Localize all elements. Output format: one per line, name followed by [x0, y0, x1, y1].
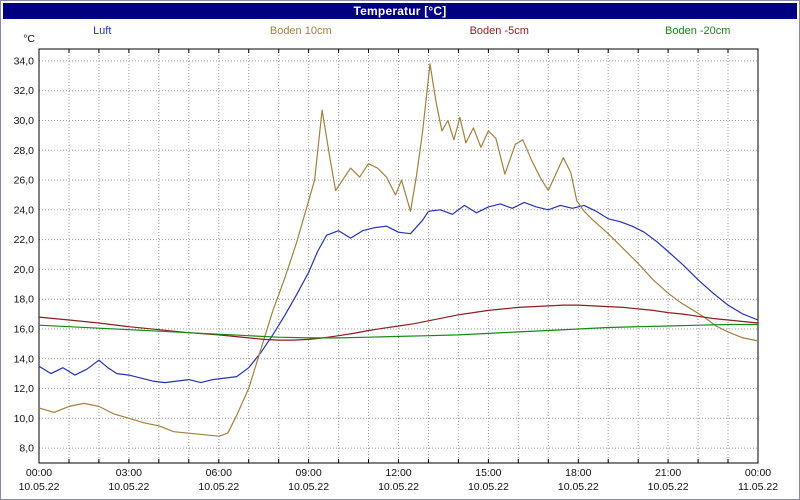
legend-item-boden-minus-5cm: Boden -5cm — [469, 25, 529, 37]
svg-text:30,0: 30,0 — [14, 115, 35, 127]
chart-legend: Luft Boden 10cm Boden -5cm Boden -20cm — [3, 23, 797, 39]
svg-text:12,0: 12,0 — [14, 383, 35, 395]
svg-text:10.05.22: 10.05.22 — [468, 481, 509, 493]
svg-text:03:00: 03:00 — [116, 467, 142, 479]
svg-text:14,0: 14,0 — [14, 353, 35, 365]
svg-text:10.05.22: 10.05.22 — [198, 481, 239, 493]
svg-text:18,0: 18,0 — [14, 294, 35, 306]
svg-text:00:00: 00:00 — [26, 467, 52, 479]
legend-item-boden-10cm: Boden 10cm — [269, 25, 332, 37]
page-title: Temperatur [°C] — [353, 4, 447, 18]
svg-text:15:00: 15:00 — [475, 467, 501, 479]
svg-text:°C: °C — [23, 33, 35, 45]
svg-text:10.05.22: 10.05.22 — [558, 481, 599, 493]
svg-text:24,0: 24,0 — [14, 204, 35, 216]
title-bar: Temperatur [°C] — [3, 3, 797, 19]
svg-text:11.05.22: 11.05.22 — [738, 481, 778, 493]
legend-item-boden-minus-20cm: Boden -20cm — [665, 25, 731, 37]
legend-item-luft: Luft — [93, 25, 112, 37]
svg-text:20,0: 20,0 — [14, 264, 35, 276]
svg-text:28,0: 28,0 — [14, 145, 35, 157]
svg-text:00:00: 00:00 — [745, 467, 771, 479]
svg-text:8,0: 8,0 — [19, 443, 34, 455]
svg-text:10,0: 10,0 — [14, 413, 35, 425]
svg-text:22,0: 22,0 — [14, 234, 35, 246]
svg-text:10.05.22: 10.05.22 — [288, 481, 329, 493]
svg-text:26,0: 26,0 — [14, 175, 35, 187]
svg-text:32,0: 32,0 — [14, 85, 35, 97]
svg-text:10.05.22: 10.05.22 — [19, 481, 60, 493]
svg-text:10.05.22: 10.05.22 — [378, 481, 419, 493]
svg-text:09:00: 09:00 — [295, 467, 321, 479]
svg-text:10.05.22: 10.05.22 — [648, 481, 689, 493]
svg-text:16,0: 16,0 — [14, 324, 35, 336]
svg-text:18:00: 18:00 — [565, 467, 591, 479]
svg-text:34,0: 34,0 — [14, 55, 35, 67]
svg-text:10.05.22: 10.05.22 — [108, 481, 149, 493]
svg-text:21:00: 21:00 — [655, 467, 681, 479]
svg-text:06:00: 06:00 — [206, 467, 232, 479]
svg-text:12:00: 12:00 — [385, 467, 411, 479]
